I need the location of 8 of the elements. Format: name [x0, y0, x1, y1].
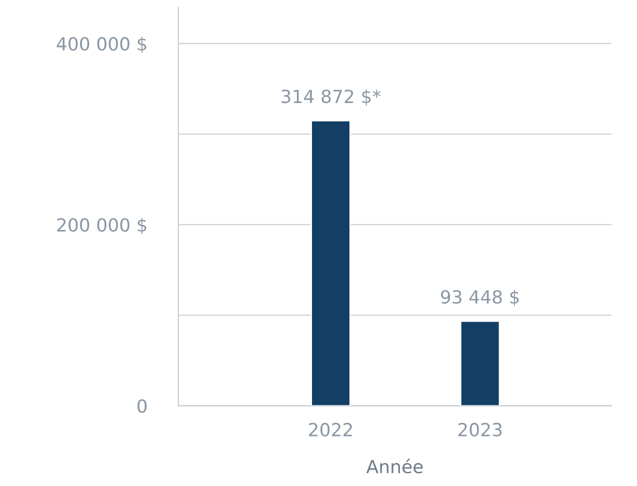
y-tick-label: 400 000 $	[56, 36, 146, 54]
y-tick-label: 0	[138, 399, 147, 413]
x-tick-label: 2023	[458, 422, 502, 436]
data-label: 314 872 $*	[282, 89, 381, 106]
x-tick-label: 2022	[309, 422, 352, 436]
data-label: 93 448 $	[441, 290, 519, 306]
y-tick-label: 200 000 $	[57, 218, 146, 234]
x-axis-title: Année	[366, 458, 423, 474]
